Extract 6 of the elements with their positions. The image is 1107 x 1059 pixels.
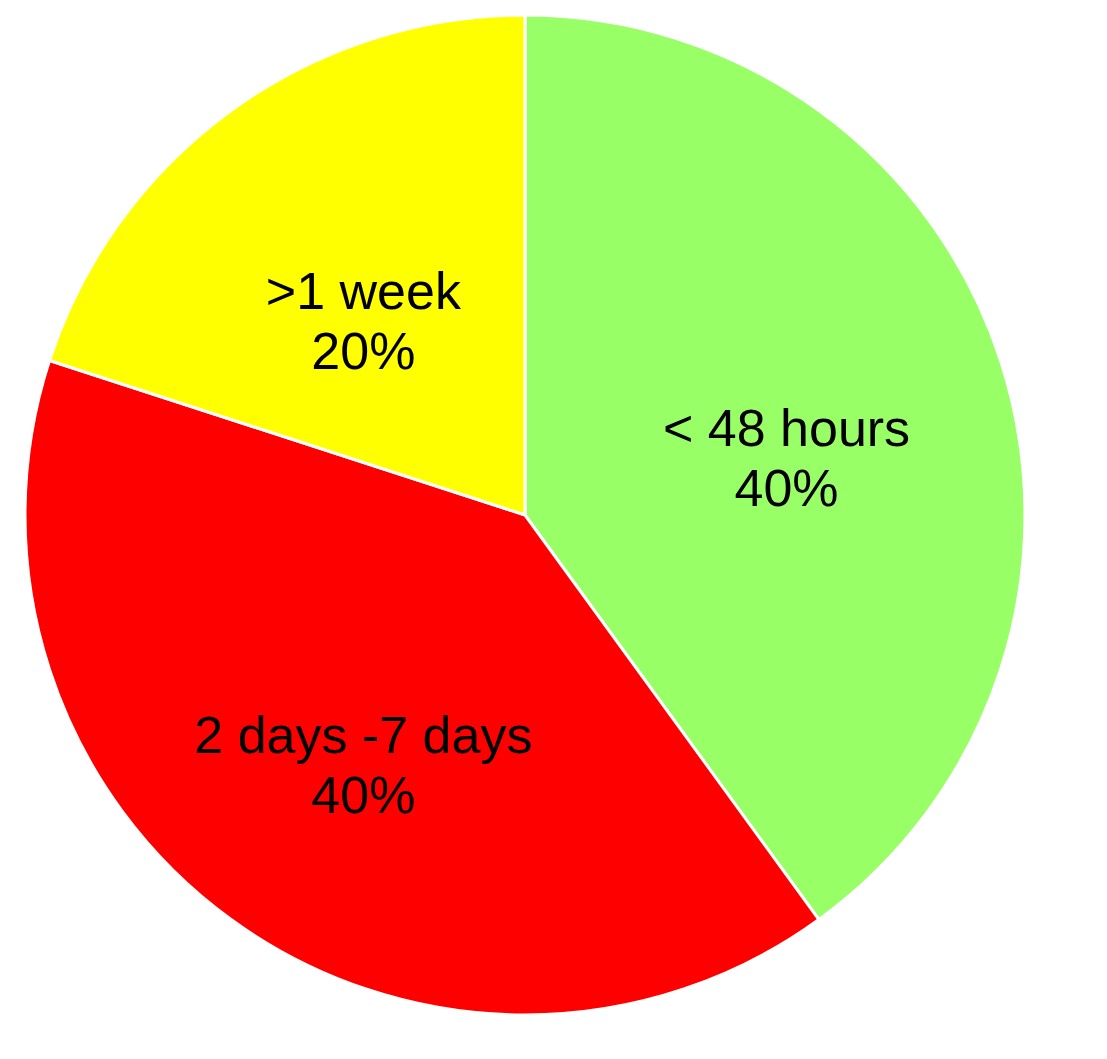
data-label: 40% xyxy=(734,459,839,518)
data-label: 20% xyxy=(311,321,416,380)
slice-label: >1 week xyxy=(265,261,462,320)
slice-label: 2 days -7 days xyxy=(194,706,533,765)
data-label: 40% xyxy=(311,766,416,825)
slice-label: < 48 hours xyxy=(662,399,911,458)
